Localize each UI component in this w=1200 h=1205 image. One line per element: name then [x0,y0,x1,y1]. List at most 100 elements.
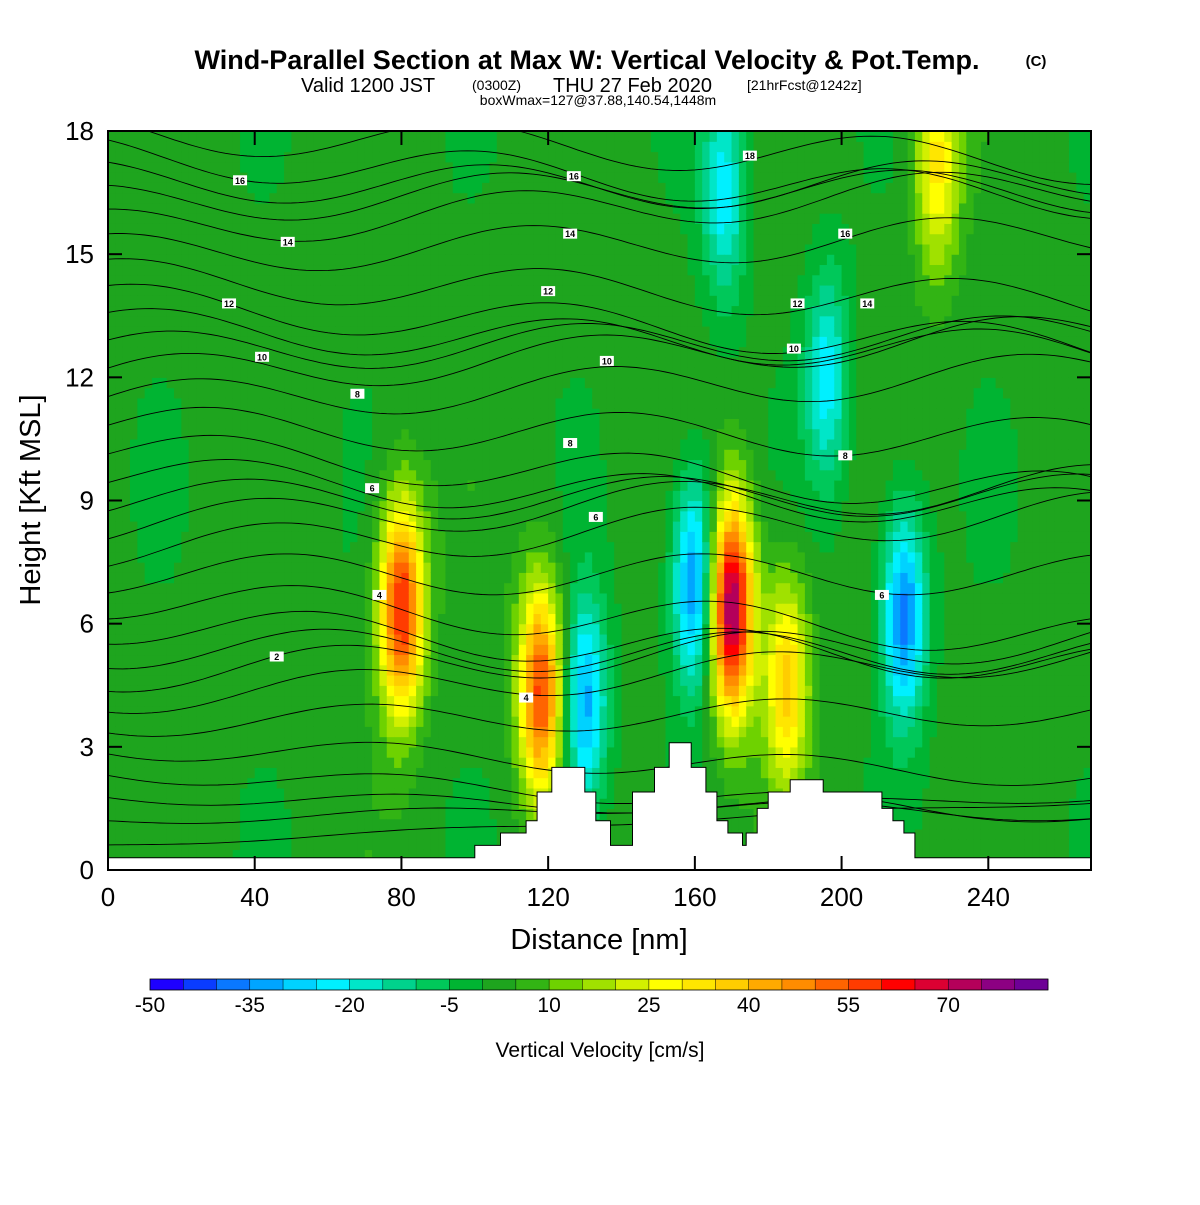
velocity-cell [379,633,388,645]
velocity-cell [379,428,388,440]
velocity-cell [526,603,535,614]
velocity-cell [284,408,292,419]
velocity-cell [584,182,593,194]
velocity-cell [181,541,190,553]
velocity-cell [218,654,226,666]
velocity-cell [196,685,204,697]
velocity-cell [144,356,153,368]
velocity-cell [247,151,256,163]
velocity-cell [452,274,461,286]
velocity-cell [482,705,491,717]
velocity-cell [526,808,535,820]
velocity-cell [130,418,138,430]
velocity-cell [606,336,615,348]
velocity-cell [408,716,417,727]
velocity-cell [386,377,395,389]
velocity-cell [122,223,131,235]
velocity-cell [218,828,226,840]
velocity-cell [335,213,344,224]
velocity-cell [218,438,226,450]
velocity-cell [496,531,505,543]
velocity-cell [166,716,175,727]
velocity-cell [174,849,182,861]
velocity-cell [599,705,608,717]
velocity-cell [269,787,278,799]
velocity-cell [482,695,491,707]
velocity-cell [152,213,160,224]
velocity-cell [306,551,315,563]
velocity-cell [577,161,586,173]
velocity-cell [452,531,461,543]
velocity-cell [210,387,219,399]
velocity-cell [357,141,366,153]
velocity-cell [262,274,270,286]
velocity-cell [210,479,219,491]
velocity-cell [240,623,248,635]
velocity-cell [342,716,351,727]
velocity-cell [504,356,513,368]
velocity-cell [555,582,564,594]
velocity-cell [474,182,483,194]
velocity-cell [460,808,469,820]
velocity-cell [203,777,212,789]
velocity-cell [108,531,116,543]
velocity-cell [379,367,388,378]
velocity-cell [232,664,241,676]
velocity-cell [452,397,461,409]
velocity-cell [159,284,168,296]
velocity-cell [218,798,226,810]
velocity-cell [130,705,138,717]
velocity-cell [394,757,403,768]
velocity-cell [196,798,204,810]
velocity-cell [269,469,278,481]
velocity-cell [152,469,160,481]
velocity-cell [203,182,212,194]
velocity-cell [592,757,601,768]
velocity-cell [555,757,564,768]
velocity-cell [225,798,234,810]
velocity-cell [122,633,131,645]
velocity-cell [394,613,403,625]
velocity-cell [408,695,417,707]
velocity-cell [394,479,403,491]
velocity-cell [137,726,146,738]
velocity-cell [577,387,586,399]
velocity-cell [526,356,535,368]
velocity-cell [122,284,131,296]
velocity-cell [555,284,564,296]
velocity-cell [225,202,234,214]
velocity-cell [504,254,513,266]
velocity-cell [467,182,476,194]
velocity-cell [386,418,395,430]
velocity-cell [592,705,601,717]
velocity-cell [218,726,226,738]
velocity-cell [313,736,322,748]
velocity-cell [166,633,175,645]
velocity-cell [496,521,505,532]
velocity-cell [518,808,527,820]
velocity-cell [174,839,182,851]
velocity-cell [364,408,373,419]
velocity-cell [511,233,520,245]
velocity-cell [335,674,344,686]
velocity-cell [357,151,366,163]
velocity-cell [350,490,359,502]
velocity-cell [115,326,124,337]
velocity-cell [342,798,351,810]
velocity-cell [152,623,160,635]
velocity-cell [482,192,491,204]
velocity-cell [130,551,138,563]
velocity-cell [320,151,329,163]
velocity-cell [320,315,329,327]
velocity-cell [232,397,241,409]
velocity-cell [562,202,571,214]
velocity-cell [364,531,373,543]
velocity-cell [364,849,373,861]
velocity-cell [144,295,153,307]
velocity-cell [196,551,204,563]
velocity-cell [137,367,146,378]
velocity-cell [232,623,241,635]
velocity-cell [438,151,447,163]
velocity-cell [174,295,182,307]
velocity-cell [408,274,417,286]
